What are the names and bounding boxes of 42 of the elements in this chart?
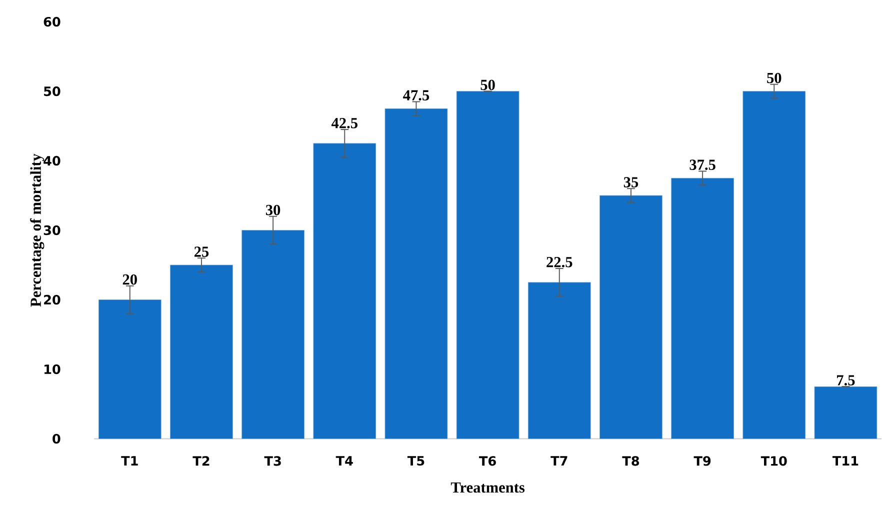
data-label: 25 bbox=[194, 246, 209, 257]
y-tick-label: 20 bbox=[44, 294, 60, 305]
x-tick-label: T6 bbox=[479, 456, 496, 466]
bar bbox=[313, 143, 376, 439]
data-label: 20 bbox=[122, 274, 137, 285]
y-tick-label: 10 bbox=[44, 364, 60, 374]
x-tick-label: T8 bbox=[622, 456, 640, 466]
data-label: 22.5 bbox=[546, 256, 572, 268]
x-tick-label: T1 bbox=[121, 456, 138, 466]
y-tick-label: 60 bbox=[44, 16, 60, 27]
y-tick-label: 40 bbox=[44, 156, 60, 166]
data-label: 30 bbox=[266, 204, 280, 216]
bar bbox=[456, 91, 520, 439]
x-tick-label: T9 bbox=[694, 456, 711, 466]
x-axis-title: Treatments bbox=[450, 482, 525, 493]
x-tick-label: T10 bbox=[760, 456, 787, 466]
x-tick-label: T3 bbox=[264, 456, 281, 466]
y-axis-title: Percentage of mortality bbox=[30, 154, 44, 307]
y-tick-label: 50 bbox=[44, 86, 60, 96]
bar bbox=[671, 178, 734, 439]
data-label: 50 bbox=[480, 80, 495, 90]
data-label: 37.5 bbox=[690, 160, 716, 170]
y-tick-label: 30 bbox=[44, 225, 60, 236]
x-tick-label: T4 bbox=[336, 456, 353, 466]
data-label: 7.5 bbox=[837, 375, 855, 386]
y-tick-label: 0 bbox=[52, 434, 60, 444]
bar bbox=[98, 300, 162, 439]
bar bbox=[814, 386, 878, 439]
data-label: 47.5 bbox=[403, 90, 430, 101]
bar bbox=[170, 264, 233, 439]
bar bbox=[742, 91, 806, 439]
bar bbox=[528, 282, 591, 439]
bar bbox=[242, 230, 304, 439]
data-label: 42.5 bbox=[331, 118, 358, 128]
data-label: 50 bbox=[767, 72, 782, 84]
bar bbox=[384, 108, 448, 439]
data-label: 35 bbox=[624, 177, 638, 188]
bar bbox=[600, 195, 662, 439]
x-tick-label: T7 bbox=[550, 456, 568, 466]
x-tick-label: T5 bbox=[407, 456, 424, 466]
x-tick-label: T11 bbox=[832, 456, 858, 466]
x-tick-label: T2 bbox=[192, 456, 210, 466]
